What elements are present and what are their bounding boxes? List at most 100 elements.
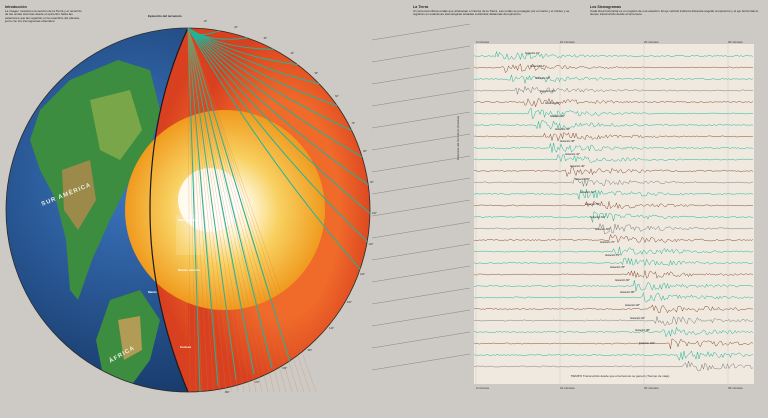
station-label: Estación 18° bbox=[535, 77, 550, 81]
station-label: Estación 78° bbox=[610, 266, 625, 270]
seismogram-trace bbox=[474, 177, 754, 187]
inner-core-label: Núcleo interno bbox=[178, 218, 200, 222]
time-tick-label: 0 minutos bbox=[476, 40, 490, 44]
leader-line bbox=[371, 309, 470, 327]
station-label: Estación 30° bbox=[550, 115, 565, 118]
seismogram-trace bbox=[474, 200, 754, 210]
station-label: Estación 62° bbox=[590, 215, 605, 219]
time-tick-label: 30 minutos bbox=[728, 40, 743, 44]
core-fine-line bbox=[187, 27, 287, 393]
intro-heading: Introducción bbox=[5, 5, 27, 9]
station-label: Estación 66° bbox=[595, 228, 610, 232]
leader-line bbox=[371, 155, 470, 173]
seismogram-trace bbox=[474, 131, 754, 142]
seismogram-panel bbox=[474, 44, 754, 384]
seismogram-trace bbox=[474, 119, 754, 130]
ray-path bbox=[187, 27, 338, 107]
distance-label: 90° bbox=[370, 180, 374, 184]
core-fine-line bbox=[187, 27, 311, 393]
seismogram-trace bbox=[474, 280, 754, 292]
leader-line bbox=[371, 353, 470, 371]
distance-label: 140° bbox=[329, 326, 335, 330]
seismogram-trace bbox=[474, 326, 754, 338]
core-ray-path bbox=[187, 27, 273, 369]
station-label: Estación 98° bbox=[635, 329, 650, 333]
time-tick-label: 20 minutos bbox=[644, 40, 659, 44]
leader-line bbox=[371, 133, 470, 151]
distance-label: 30° bbox=[263, 36, 268, 40]
crust-label: Corteza bbox=[180, 345, 192, 349]
core-fine-line bbox=[187, 27, 215, 393]
core-fine-line bbox=[187, 27, 269, 393]
station-label: Estación 82° bbox=[615, 278, 630, 282]
core-fine-line bbox=[187, 27, 233, 393]
distance-label: 130° bbox=[346, 301, 352, 304]
core-fine-line bbox=[187, 27, 263, 393]
core-fine-line bbox=[187, 27, 245, 393]
seismogram-trace bbox=[474, 315, 754, 326]
time-tick-label: 10 minutos bbox=[560, 40, 575, 44]
leader-line bbox=[371, 89, 470, 107]
ray-path bbox=[187, 27, 361, 270]
distance-label: 80° bbox=[363, 150, 367, 154]
ray-path bbox=[187, 27, 371, 214]
core-fine-line bbox=[187, 27, 317, 393]
distance-label: 10° bbox=[203, 20, 208, 24]
leader-line bbox=[371, 45, 470, 63]
tierra-heading: La Tierra bbox=[413, 5, 429, 9]
seismogram-trace bbox=[474, 189, 754, 200]
distance-label: 160° bbox=[282, 367, 288, 371]
leader-line bbox=[371, 111, 470, 129]
station-label: Estación 94° bbox=[630, 316, 645, 320]
station-label: Estación 58° bbox=[585, 203, 600, 207]
core-fine-line bbox=[187, 27, 203, 393]
core-fine-line bbox=[187, 27, 281, 393]
seismogram-trace bbox=[474, 291, 754, 303]
distance-label: 60° bbox=[335, 95, 339, 99]
core-fine-line bbox=[187, 27, 305, 393]
time-tick-label: 0 minutos bbox=[476, 386, 490, 390]
core-ray-path bbox=[187, 27, 219, 387]
distance-label: 40° bbox=[290, 52, 295, 56]
core-fine-line bbox=[187, 27, 293, 393]
station-label: Estación 54° bbox=[580, 190, 595, 194]
station-label: Estación 14° bbox=[530, 64, 545, 68]
core-ray-path bbox=[187, 27, 291, 363]
seismogram-trace bbox=[474, 233, 754, 244]
distance-label: 20° bbox=[234, 25, 238, 29]
core-fine-line bbox=[187, 27, 257, 393]
epicenter-label: Epicentro del terremoto bbox=[148, 14, 182, 18]
core-fine-line bbox=[187, 27, 221, 393]
seismogram-trace bbox=[474, 165, 754, 178]
seismogram-trace bbox=[474, 246, 754, 257]
intro-section: Introducción La imagen muestra una secci… bbox=[5, 5, 85, 24]
station-label: Estación 10° bbox=[525, 52, 540, 55]
leader-line bbox=[371, 67, 470, 85]
distance-label: 170° bbox=[254, 381, 260, 385]
core-fine-line bbox=[187, 27, 239, 393]
station-label: Estación 74° bbox=[605, 253, 620, 257]
station-label: Estación 86° bbox=[620, 291, 635, 295]
core-ray-path bbox=[187, 27, 255, 375]
station-label: Estación 102° bbox=[638, 341, 655, 345]
core-fine-line bbox=[187, 27, 227, 393]
seismogram-trace bbox=[474, 222, 753, 235]
core-fine-line bbox=[187, 27, 197, 393]
ray-path bbox=[187, 27, 298, 66]
x-axis-label: TIEMPO Transcurrido desde que el terremo… bbox=[570, 374, 670, 378]
ray-path bbox=[187, 27, 352, 131]
sismogramas-heading: Los Sismogramas bbox=[590, 5, 621, 9]
seismogram-trace bbox=[474, 154, 754, 163]
ray-path bbox=[187, 27, 320, 85]
seismogram-trace bbox=[474, 50, 754, 61]
y-axis-label: Distancia del Terremoto (Grados) bbox=[456, 115, 460, 160]
seismogram-trace bbox=[474, 350, 754, 362]
core-fine-line bbox=[187, 27, 275, 393]
distance-label: 70° bbox=[351, 121, 356, 125]
core-ray-path bbox=[187, 27, 201, 393]
seismogram-trace bbox=[474, 85, 754, 95]
seismogram-trace bbox=[474, 74, 754, 84]
station-label: Estación 34° bbox=[555, 127, 570, 131]
leader-line bbox=[371, 221, 470, 239]
seismogram-trace bbox=[474, 361, 754, 372]
